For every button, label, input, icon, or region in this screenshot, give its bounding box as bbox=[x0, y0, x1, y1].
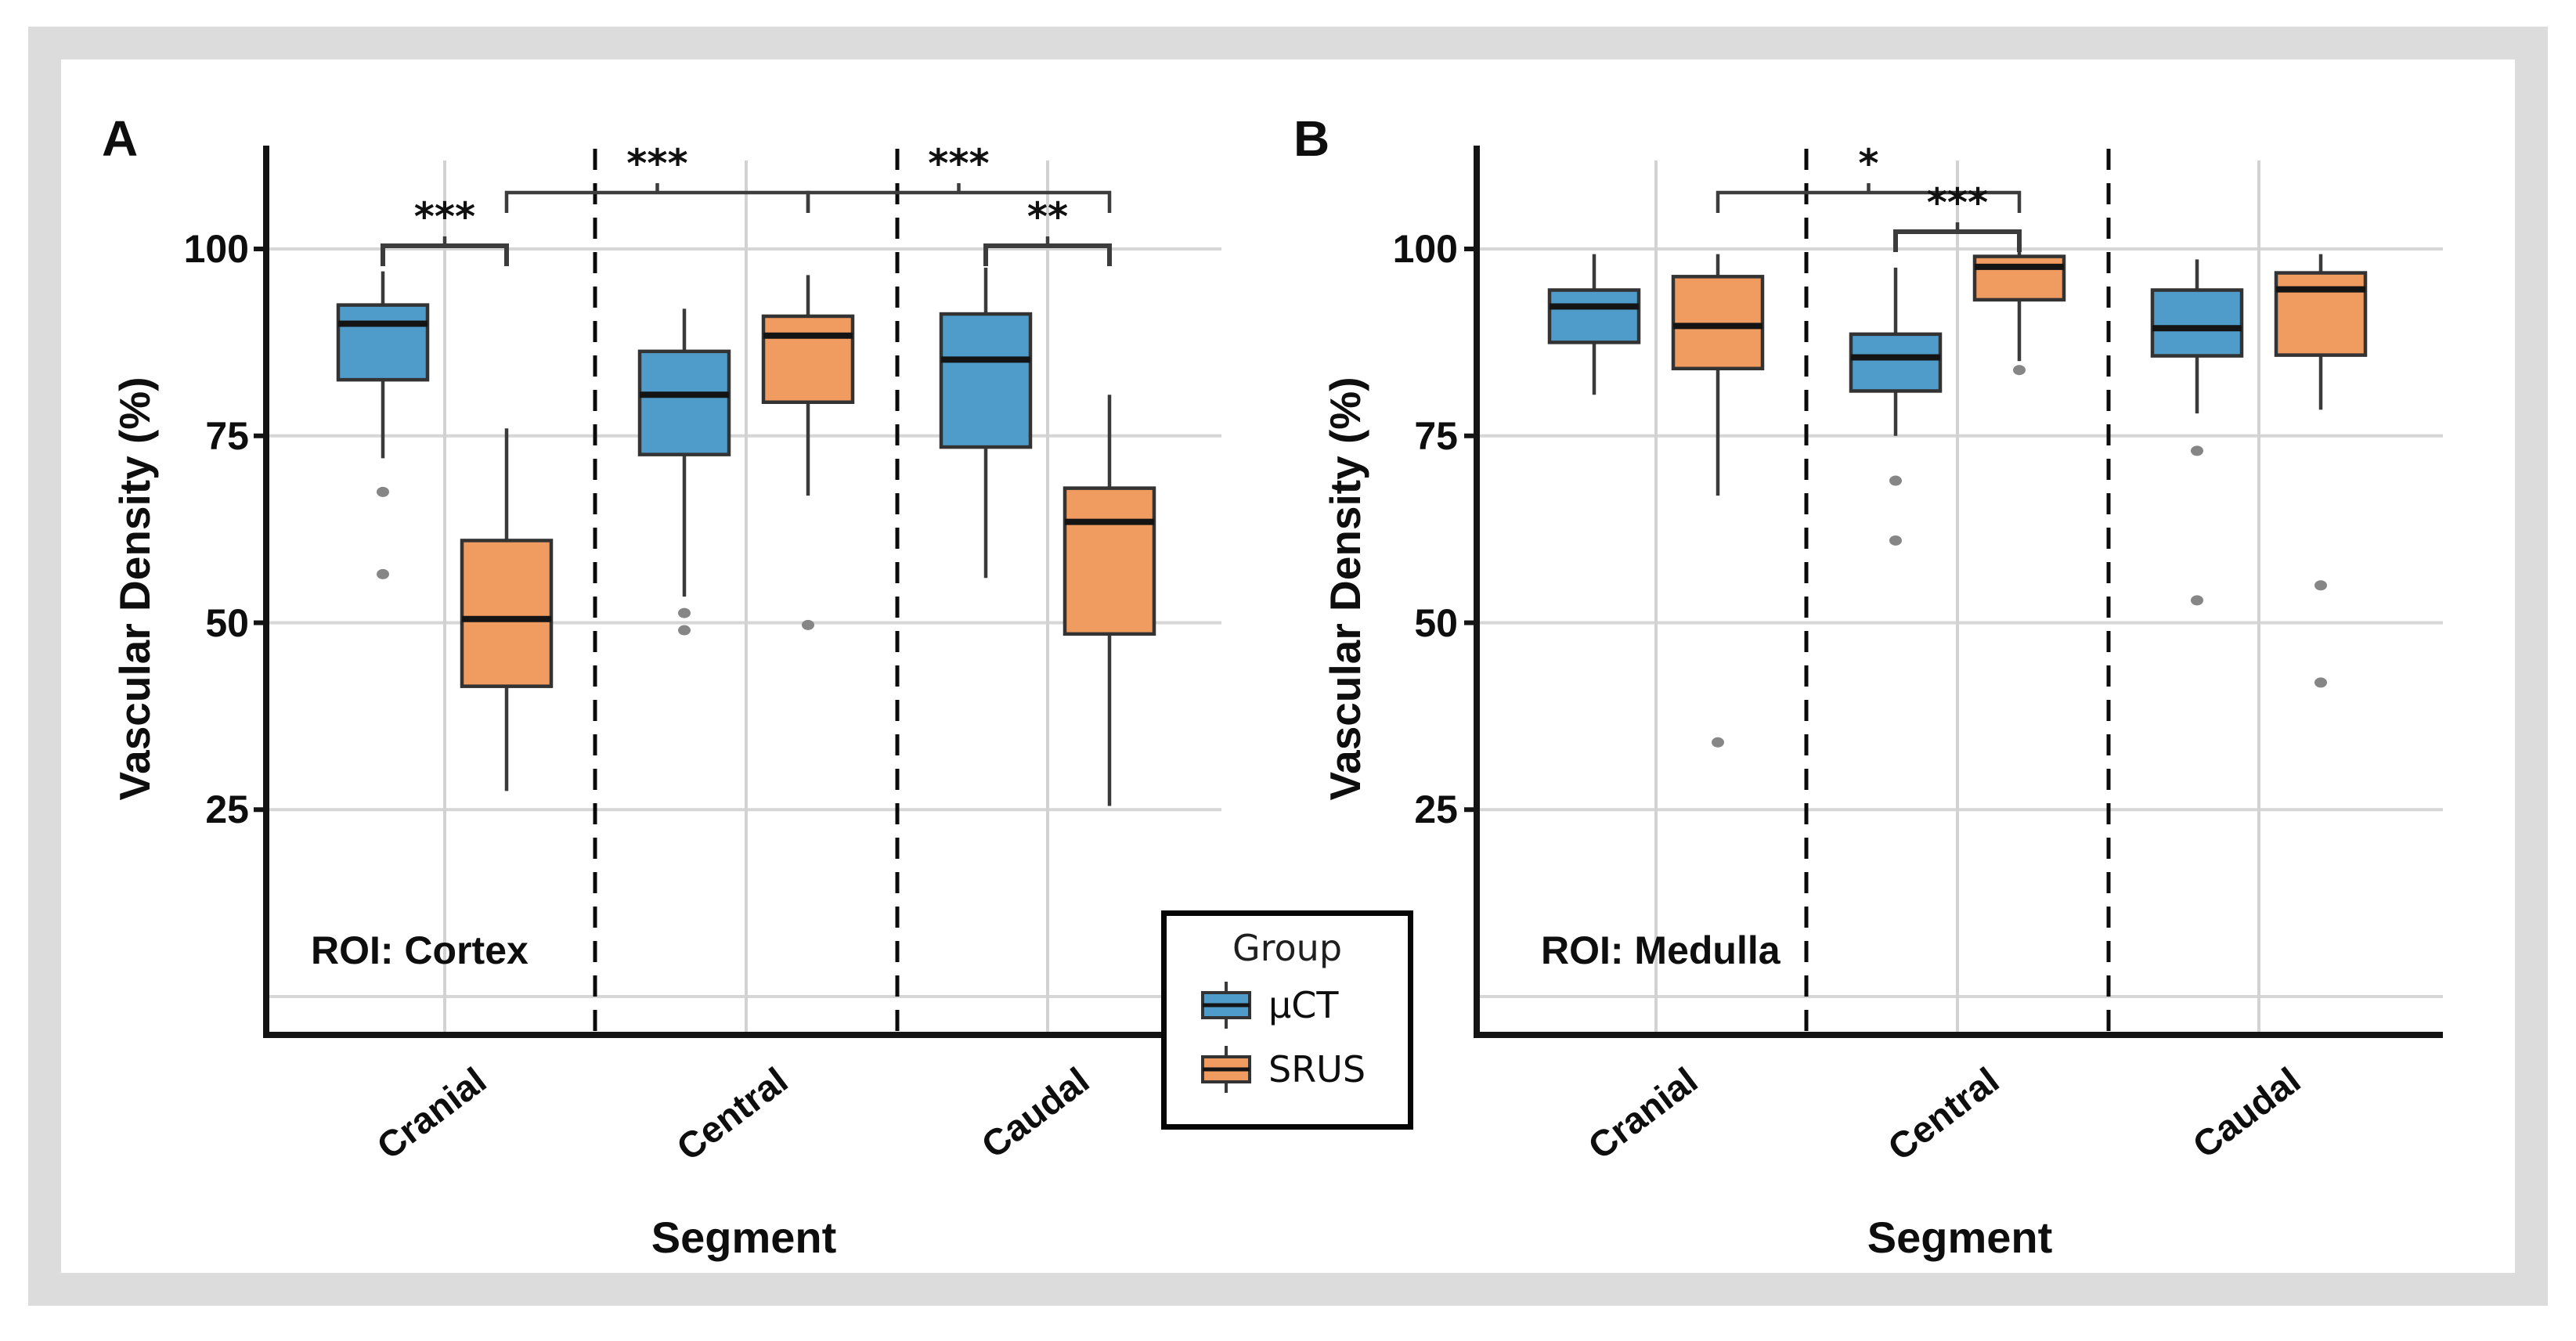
legend-label-uct: μCT bbox=[1268, 984, 1339, 1026]
outlier-dot-uct-central bbox=[1889, 475, 1902, 486]
iqr-box-uct-caudal bbox=[2150, 288, 2244, 358]
outlier-dot-srus-central bbox=[2013, 365, 2026, 376]
iqr-box-srus-central bbox=[1972, 254, 2066, 302]
boxplot-srus-cranial bbox=[1671, 254, 1765, 748]
panel-a-x-axis-title: Segment bbox=[651, 1213, 837, 1262]
boxplot-srus-cranial bbox=[460, 428, 554, 791]
legend-row-uct: μCT bbox=[1198, 977, 1408, 1033]
panel-b-ytick-75: 75 bbox=[1414, 414, 1458, 458]
iqr-box-uct-caudal bbox=[939, 312, 1033, 449]
outlier-dot-uct-caudal bbox=[2191, 595, 2203, 606]
significance-stars: *** bbox=[928, 141, 989, 186]
outlier-dot-uct-central bbox=[1889, 535, 1902, 546]
panel-b-x-axis-title: Segment bbox=[1867, 1213, 2053, 1262]
boxplot-srus-caudal bbox=[1063, 395, 1156, 806]
boxplot-srus-central bbox=[1972, 250, 2066, 376]
significance-bracket-1: *** bbox=[381, 194, 509, 266]
iqr-box-srus-central bbox=[761, 314, 855, 405]
panel-b: **** bbox=[1464, 141, 2443, 1038]
significance-stars: *** bbox=[414, 194, 475, 240]
outlier-dot-srus-cranial bbox=[1712, 737, 1724, 748]
outlier-dot-srus-caudal bbox=[2314, 580, 2327, 591]
iqr-box-uct-cranial bbox=[336, 303, 430, 382]
boxplot-uct-caudal bbox=[2150, 259, 2244, 606]
legend-title: Group bbox=[1232, 927, 1343, 969]
panel-a-ytick-100: 100 bbox=[183, 227, 249, 271]
outlier-dot-uct-central bbox=[678, 625, 691, 636]
outlier-dot-srus-caudal bbox=[2314, 677, 2327, 688]
boxplot-uct-caudal bbox=[939, 267, 1033, 579]
panel-a-ytick-25: 25 bbox=[205, 788, 249, 831]
boxplot-uct-cranial bbox=[336, 271, 430, 579]
boxplot-uct-cranial bbox=[1547, 254, 1641, 395]
iqr-box-uct-central bbox=[637, 349, 731, 456]
significance-bracket-3: *** bbox=[806, 141, 1112, 213]
panel-b-roi-label: ROI: Medulla bbox=[1541, 928, 1780, 972]
panel-a-roi-label: ROI: Cortex bbox=[311, 928, 529, 972]
panel-b-ytick-25: 25 bbox=[1414, 788, 1458, 831]
outlier-dot-uct-caudal bbox=[2191, 445, 2203, 456]
panel-a: ****** ***** bbox=[254, 141, 1221, 1038]
panel-b-letter: B bbox=[1293, 110, 1330, 167]
significance-stars: *** bbox=[1927, 180, 1988, 225]
significance-bracket-1: * bbox=[1716, 141, 2022, 213]
legend-label-srus: SRUS bbox=[1268, 1048, 1366, 1090]
panel-a-letter: A bbox=[102, 110, 139, 167]
significance-bracket-4: ** bbox=[983, 194, 1112, 266]
significance-bracket-2: *** bbox=[1893, 180, 2022, 252]
panel-b-ytick-50: 50 bbox=[1414, 601, 1458, 645]
iqr-box-srus-cranial bbox=[460, 539, 554, 688]
panel-b-ytick-100: 100 bbox=[1392, 227, 1458, 271]
iqr-box-uct-cranial bbox=[1547, 288, 1641, 344]
iqr-box-uct-central bbox=[1849, 332, 1943, 393]
bracket-line bbox=[504, 190, 810, 213]
significance-stars: *** bbox=[626, 141, 687, 186]
uct-boxplot-swatch-icon bbox=[1201, 982, 1251, 1029]
legend-row-srus: SRUS bbox=[1198, 1041, 1408, 1098]
panel-a-ytick-75: 75 bbox=[205, 414, 249, 458]
outlier-dot-srus-central bbox=[802, 619, 814, 630]
legend: Group μCT SRUS bbox=[1161, 910, 1413, 1130]
boxplot-srus-caudal bbox=[2274, 254, 2368, 688]
significance-bracket-2: *** bbox=[504, 141, 810, 213]
outlier-dot-uct-cranial bbox=[377, 486, 389, 497]
significance-stars: * bbox=[1858, 141, 1878, 186]
iqr-box-srus-caudal bbox=[2274, 271, 2368, 357]
boxplot-srus-central bbox=[761, 275, 855, 630]
significance-stars: ** bbox=[1027, 194, 1068, 240]
boxplot-uct-central bbox=[1849, 267, 1943, 546]
iqr-box-srus-cranial bbox=[1671, 275, 1765, 371]
outlier-dot-uct-cranial bbox=[377, 568, 389, 579]
boxplot-uct-central bbox=[637, 308, 731, 636]
outlier-dot-uct-central bbox=[678, 607, 691, 618]
panel-a-ytick-50: 50 bbox=[205, 601, 249, 645]
srus-boxplot-swatch-icon bbox=[1201, 1046, 1251, 1093]
iqr-box-srus-caudal bbox=[1063, 486, 1156, 636]
